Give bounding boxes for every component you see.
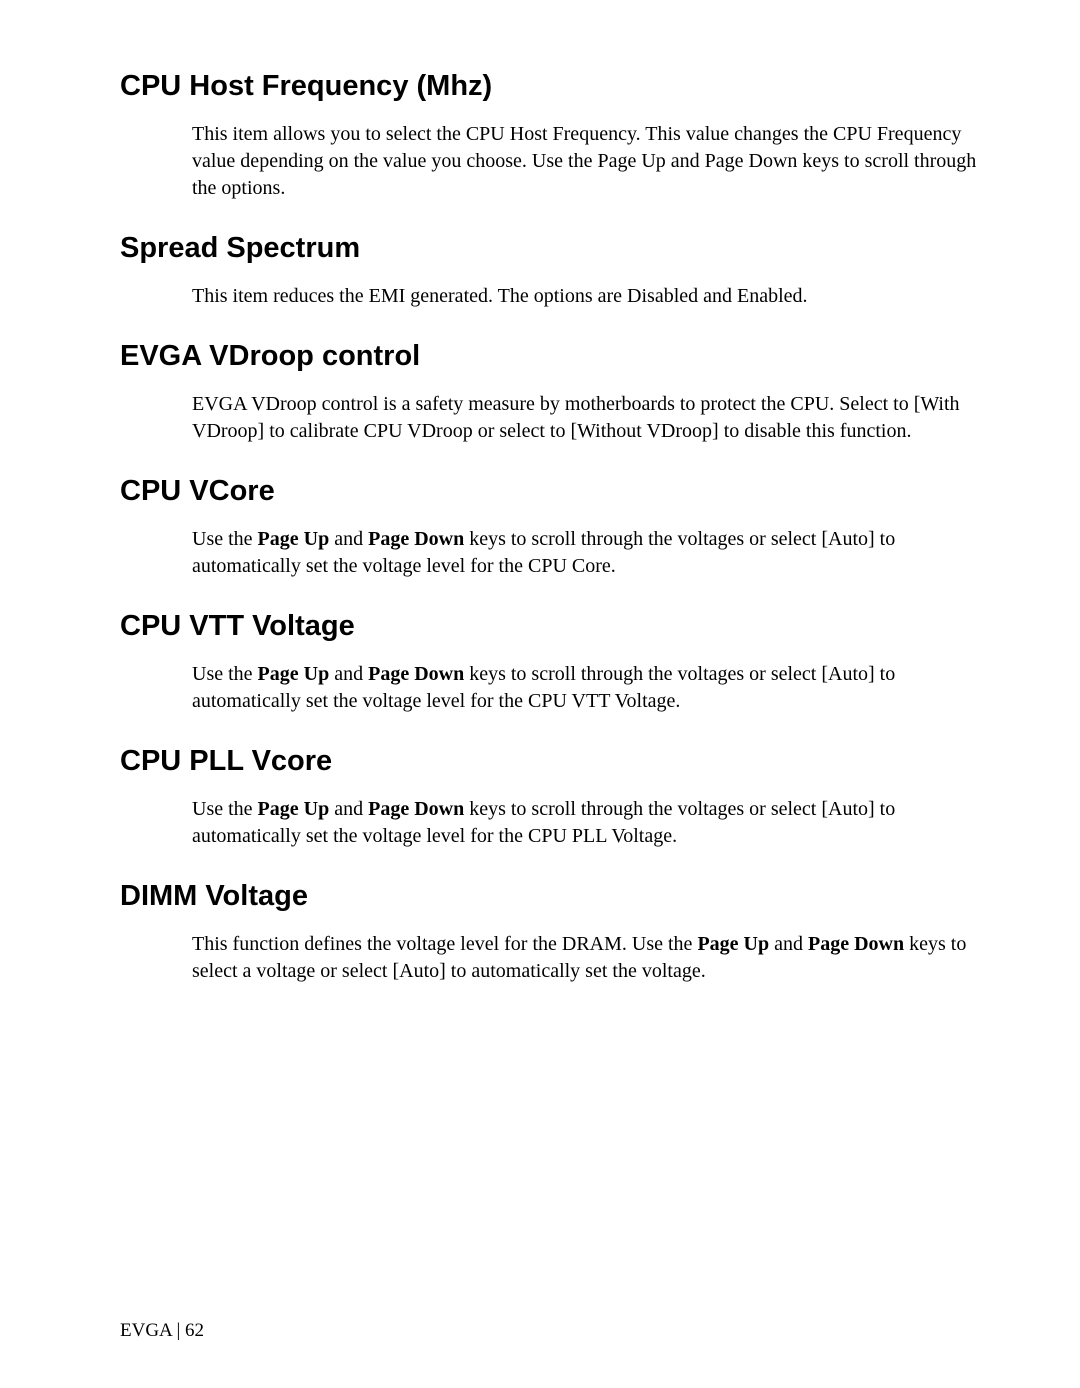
section-heading: DIMM Voltage — [120, 880, 980, 913]
section-body: This function defines the voltage level … — [192, 931, 980, 985]
section-heading: EVGA VDroop control — [120, 340, 980, 373]
section-body: EVGA VDroop control is a safety measure … — [192, 391, 980, 445]
section-heading: CPU PLL Vcore — [120, 745, 980, 778]
section-body: This item reduces the EMI generated. The… — [192, 283, 980, 310]
section-body: Use the Page Up and Page Down keys to sc… — [192, 526, 980, 580]
section-body: This item allows you to select the CPU H… — [192, 121, 980, 202]
section-heading: CPU VTT Voltage — [120, 610, 980, 643]
page-footer: EVGA | 62 — [120, 1320, 204, 1342]
section-body: Use the Page Up and Page Down keys to sc… — [192, 661, 980, 715]
section-body: Use the Page Up and Page Down keys to sc… — [192, 796, 980, 850]
document-page: CPU Host Frequency (Mhz) This item allow… — [120, 70, 980, 985]
section-heading: CPU Host Frequency (Mhz) — [120, 70, 980, 103]
section-heading: Spread Spectrum — [120, 232, 980, 265]
section-heading: CPU VCore — [120, 475, 980, 508]
